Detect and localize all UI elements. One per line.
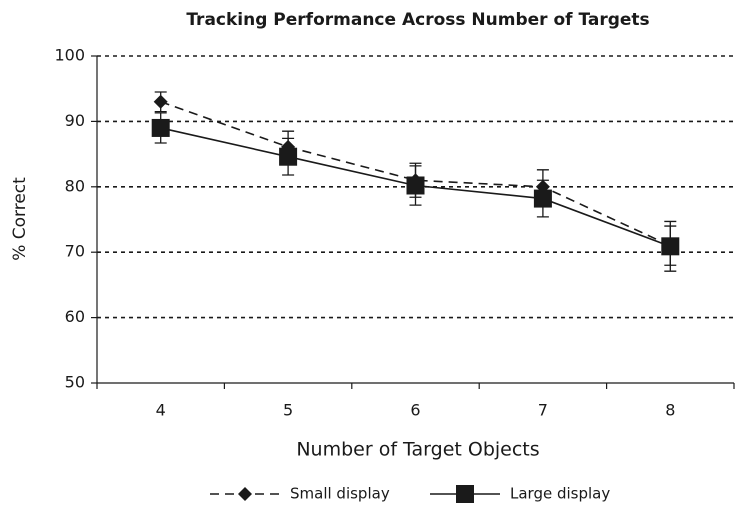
x-tick-label: 5 bbox=[283, 401, 293, 420]
y-tick-label: 90 bbox=[65, 111, 85, 130]
y-axis-label: % Correct bbox=[10, 177, 30, 261]
x-tick-label: 4 bbox=[156, 401, 166, 420]
series-line bbox=[160, 101, 671, 247]
x-axis-label: Number of Target Objects bbox=[296, 439, 539, 461]
legend-label: Small display bbox=[290, 485, 390, 503]
y-tick-label: 50 bbox=[65, 373, 85, 392]
y-tick-label: 70 bbox=[65, 242, 85, 261]
x-tick-label: 6 bbox=[410, 401, 420, 420]
point bbox=[533, 189, 552, 208]
chart-title: Tracking Performance Across Number of Ta… bbox=[186, 10, 649, 30]
legend-marker bbox=[238, 487, 252, 501]
point bbox=[151, 118, 170, 137]
y-tick-label: 60 bbox=[65, 307, 85, 326]
point bbox=[153, 94, 168, 109]
point bbox=[406, 176, 425, 195]
legend-marker bbox=[456, 485, 474, 503]
legend-label: Large display bbox=[510, 485, 610, 503]
point bbox=[279, 147, 298, 166]
x-tick-label: 8 bbox=[665, 401, 675, 420]
y-tick-label: 80 bbox=[65, 176, 85, 195]
x-tick-label: 7 bbox=[538, 401, 548, 420]
point bbox=[661, 237, 680, 256]
y-tick-label: 100 bbox=[54, 46, 85, 65]
